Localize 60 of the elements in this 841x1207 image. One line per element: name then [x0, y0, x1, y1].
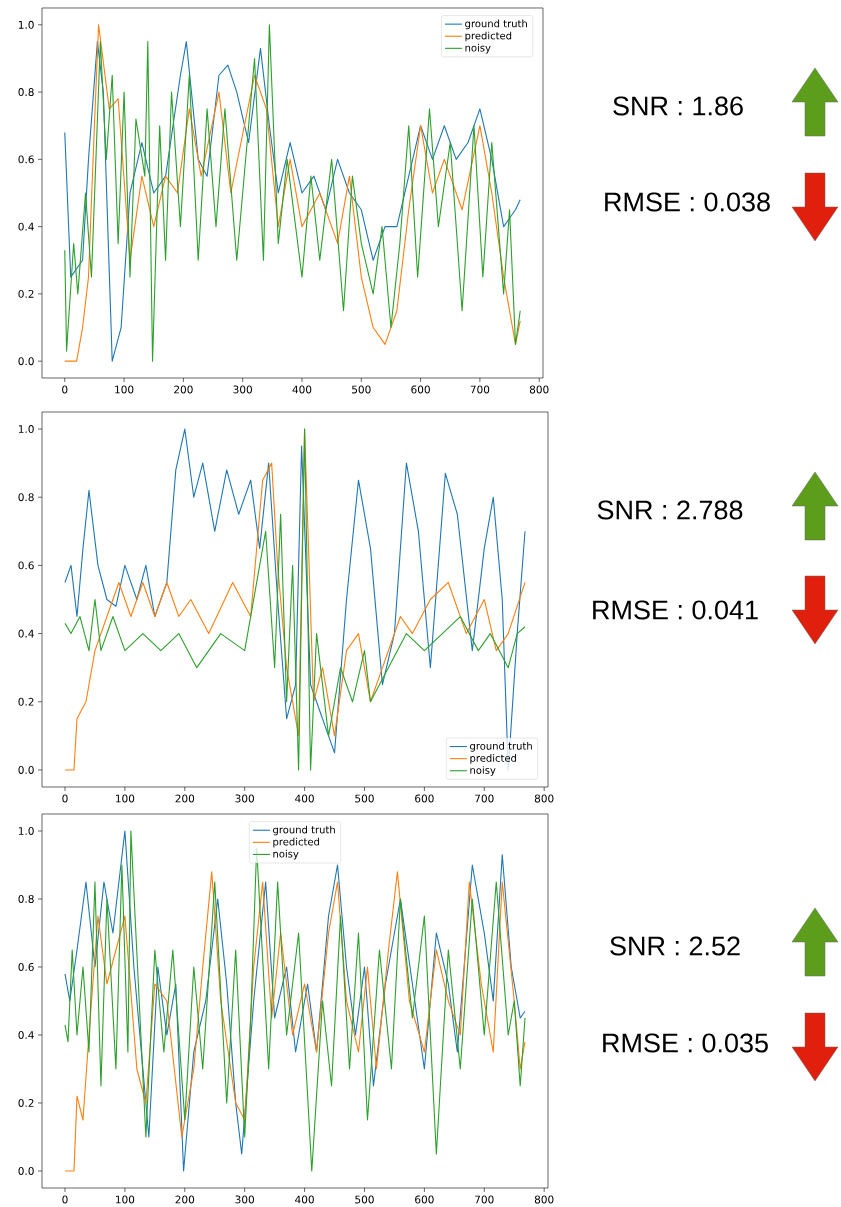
x-tick-label: 200: [175, 794, 195, 803]
y-tick-label: 0.0: [18, 1167, 34, 1175]
x-tick-label: 300: [233, 385, 252, 394]
legend-label: predicted: [470, 754, 517, 764]
x-tick-label: 500: [355, 794, 374, 803]
y-tick-label: 0.2: [18, 697, 34, 706]
y-tick-label: 0.6: [18, 561, 34, 570]
y-tick-label: 1.0: [18, 425, 34, 433]
x-tick-label: 0: [62, 1195, 68, 1204]
x-tick-label: 0: [62, 385, 68, 394]
legend-label: predicted: [465, 31, 512, 42]
x-tick-label: 600: [411, 385, 430, 394]
text: RMSE : 0.035: [603, 1033, 768, 1053]
x-tick-label: 300: [235, 1195, 254, 1204]
y-tick-label: 0.6: [18, 963, 34, 971]
text: RMSE : 0.038: [605, 192, 770, 212]
y-tick-label: 0.4: [18, 1031, 34, 1039]
text: RMSE : 0.041: [593, 600, 758, 620]
y-tick-label: 0.0: [18, 765, 34, 774]
x-tick-label: 200: [174, 385, 193, 394]
x-tick-label: 600: [415, 794, 434, 803]
x-tick-label: 100: [116, 1195, 135, 1204]
text: SNR : 1.86: [613, 96, 743, 116]
x-tick-label: 100: [116, 794, 135, 803]
y-tick-label: 0.8: [18, 493, 34, 502]
x-tick-label: 700: [475, 794, 494, 803]
x-tick-label: 400: [292, 385, 312, 394]
legend-label: noisy: [273, 849, 299, 860]
y-tick-label: 0.0: [18, 357, 34, 366]
y-tick-label: 0.4: [18, 629, 34, 638]
x-tick-label: 800: [534, 794, 554, 803]
x-tick-label: 500: [352, 385, 371, 394]
legend-label: noisy: [465, 43, 491, 54]
legend-label: noisy: [470, 766, 496, 776]
y-tick-label: 0.2: [18, 289, 34, 298]
legend-label: predicted: [273, 837, 320, 848]
y-tick-label: 0.8: [18, 895, 34, 903]
y-tick-label: 0.4: [18, 222, 34, 231]
text: SNR : 2.52: [610, 936, 740, 956]
legend-label: ground truth: [470, 741, 532, 752]
x-tick-label: 700: [470, 385, 490, 394]
x-tick-label: 400: [295, 1195, 314, 1204]
legend-label: ground truth: [273, 825, 335, 836]
x-tick-label: 400: [295, 794, 314, 803]
legend-label: ground truth: [465, 19, 527, 30]
x-tick-label: 600: [415, 1195, 434, 1204]
y-tick-label: 0.6: [18, 155, 34, 164]
x-tick-label: 200: [175, 1195, 195, 1204]
y-tick-label: 1.0: [18, 20, 34, 29]
y-tick-label: 0.2: [18, 1099, 34, 1107]
text: SNR : 2.788: [597, 500, 743, 520]
x-tick-label: 800: [529, 385, 549, 394]
y-tick-label: 0.8: [18, 88, 34, 97]
x-tick-label: 800: [534, 1195, 554, 1204]
y-tick-label: 1.0: [18, 827, 34, 835]
x-tick-label: 500: [355, 1195, 374, 1204]
x-tick-label: 0: [62, 794, 68, 803]
x-tick-label: 100: [115, 385, 134, 394]
x-tick-label: 300: [235, 794, 254, 803]
x-tick-label: 700: [475, 1195, 494, 1204]
